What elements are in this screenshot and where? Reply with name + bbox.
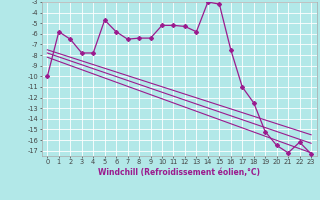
X-axis label: Windchill (Refroidissement éolien,°C): Windchill (Refroidissement éolien,°C) [98,168,260,177]
